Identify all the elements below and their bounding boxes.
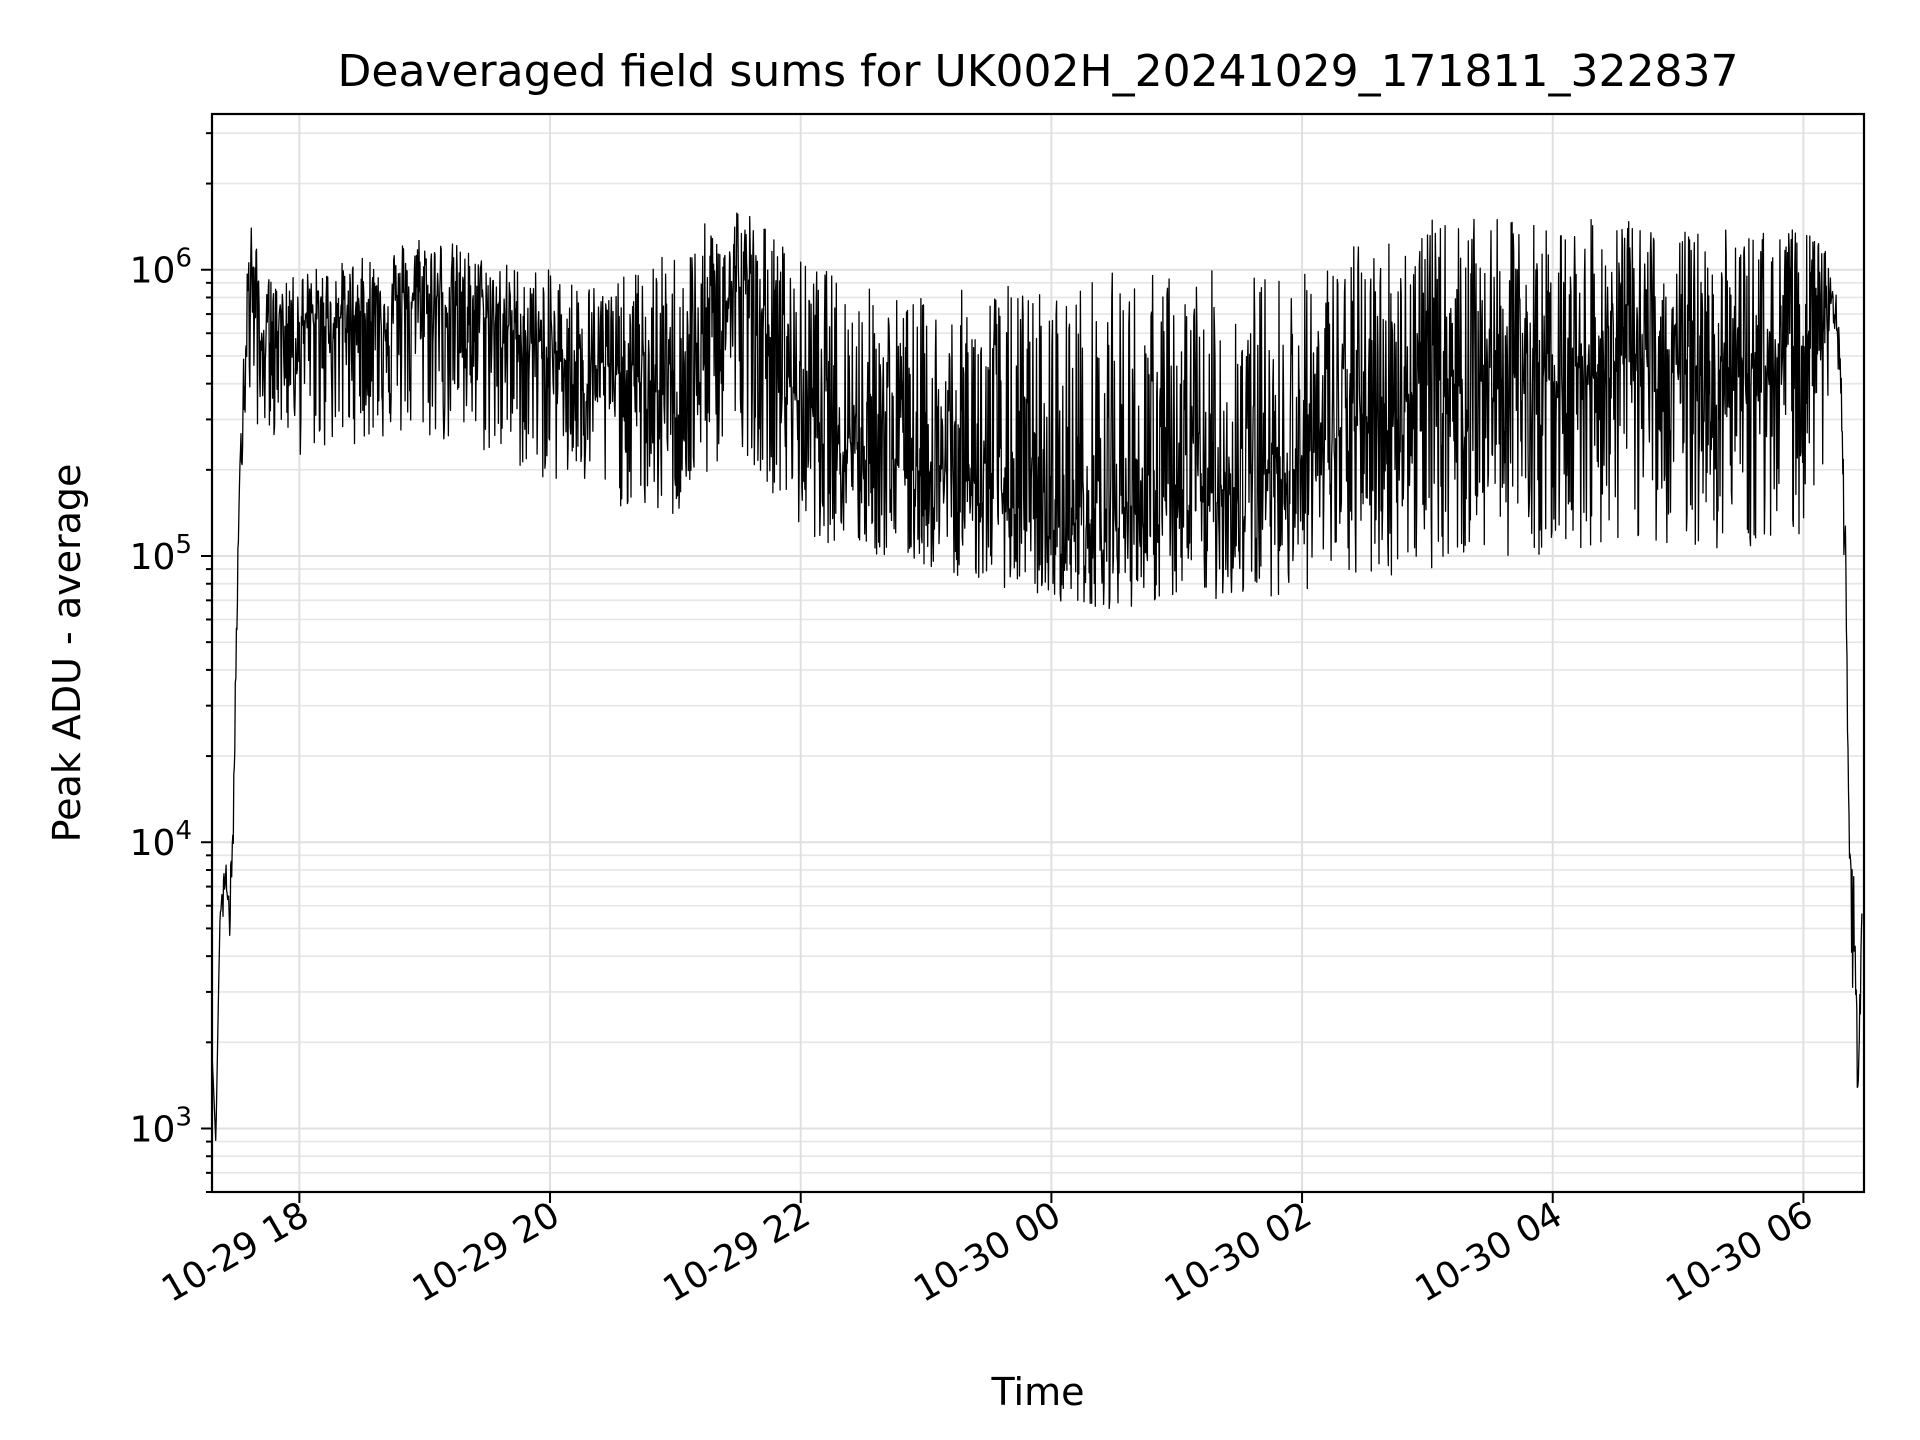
y-tick-label: 106 [130,244,192,292]
y-tick-label: 104 [130,816,192,864]
x-tick-label: 10-29 20 [406,1194,567,1310]
y-tick-label: 103 [130,1102,192,1150]
ticks: 103 104 105 106 10-29 18 10-29 20 10-29 22 10-3… [130,132,1820,1311]
x-tick-label: 10-29 22 [657,1194,818,1310]
chart-title: Deaveraged field sums for UK002H_2024102… [338,46,1739,97]
series-layer [210,212,1863,1142]
x-tick-label: 10-30 06 [1659,1194,1820,1310]
x-tick-label: 10-30 00 [907,1194,1068,1310]
x-tick-label: 10-30 04 [1409,1194,1570,1310]
x-axis-label: Time [991,1370,1085,1414]
x-tick-label: 10-29 18 [155,1194,316,1310]
y-axis-label: Peak ADU - average [45,464,89,843]
y-tick-label: 105 [130,530,192,578]
grid [212,114,1864,1193]
plot-frame [210,112,1866,1194]
x-tick-label: 10-30 02 [1158,1194,1319,1310]
series-line [210,212,1863,1142]
